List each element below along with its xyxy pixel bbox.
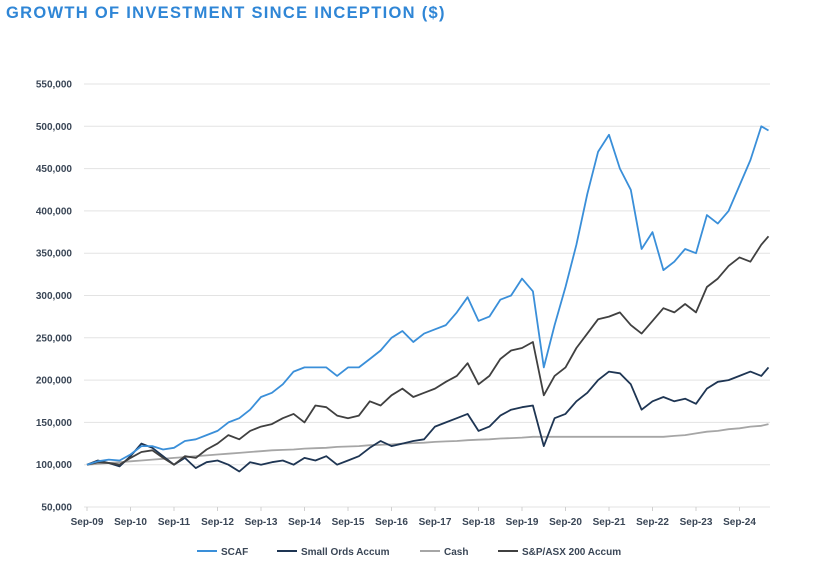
y-tick-label: 100,000 xyxy=(36,460,73,471)
x-tick-label: Sep-09 xyxy=(71,517,104,528)
y-tick-label: 200,000 xyxy=(36,376,73,387)
series-line-scaf xyxy=(86,125,769,466)
x-tick-label: Sep-17 xyxy=(419,517,452,528)
x-tick-label: Sep-22 xyxy=(636,517,669,528)
x-tick-label: Sep-20 xyxy=(549,517,582,528)
y-tick-label: 550,000 xyxy=(36,80,73,91)
legend-label: S&P/ASX 200 Accum xyxy=(522,547,621,558)
y-tick-label: 500,000 xyxy=(36,122,73,133)
y-tick-label: 300,000 xyxy=(36,291,73,302)
y-tick-label: 450,000 xyxy=(36,164,73,175)
legend-label: SCAF xyxy=(221,547,248,558)
x-tick-label: Sep-11 xyxy=(158,517,191,528)
x-tick-label: Sep-18 xyxy=(462,517,495,528)
series-line-small-ords-accum xyxy=(86,366,770,473)
x-tick-label: Sep-19 xyxy=(506,517,539,528)
x-tick-label: Sep-24 xyxy=(723,517,756,528)
y-tick-label: 150,000 xyxy=(36,418,73,429)
x-tick-label: Sep-23 xyxy=(680,517,713,528)
y-tick-label: 250,000 xyxy=(36,333,73,344)
x-tick-label: Sep-21 xyxy=(593,517,626,528)
y-tick-label: 350,000 xyxy=(36,249,73,260)
x-tick-label: Sep-12 xyxy=(201,517,234,528)
chart-title: GROWTH OF INVESTMENT SINCE INCEPTION ($) xyxy=(6,4,446,22)
x-tick-label: Sep-16 xyxy=(375,517,408,528)
series-line-cash xyxy=(86,423,769,466)
y-tick-label: 400,000 xyxy=(36,206,73,217)
x-tick-label: Sep-10 xyxy=(114,517,147,528)
legend-label: Cash xyxy=(444,547,468,558)
y-tick-label: 50,000 xyxy=(41,503,72,514)
x-tick-label: Sep-14 xyxy=(288,517,321,528)
series-line-s-p-asx-200-accum xyxy=(86,235,770,466)
legend-label: Small Ords Accum xyxy=(301,547,390,558)
x-tick-label: Sep-13 xyxy=(245,517,278,528)
x-tick-label: Sep-15 xyxy=(332,517,365,528)
